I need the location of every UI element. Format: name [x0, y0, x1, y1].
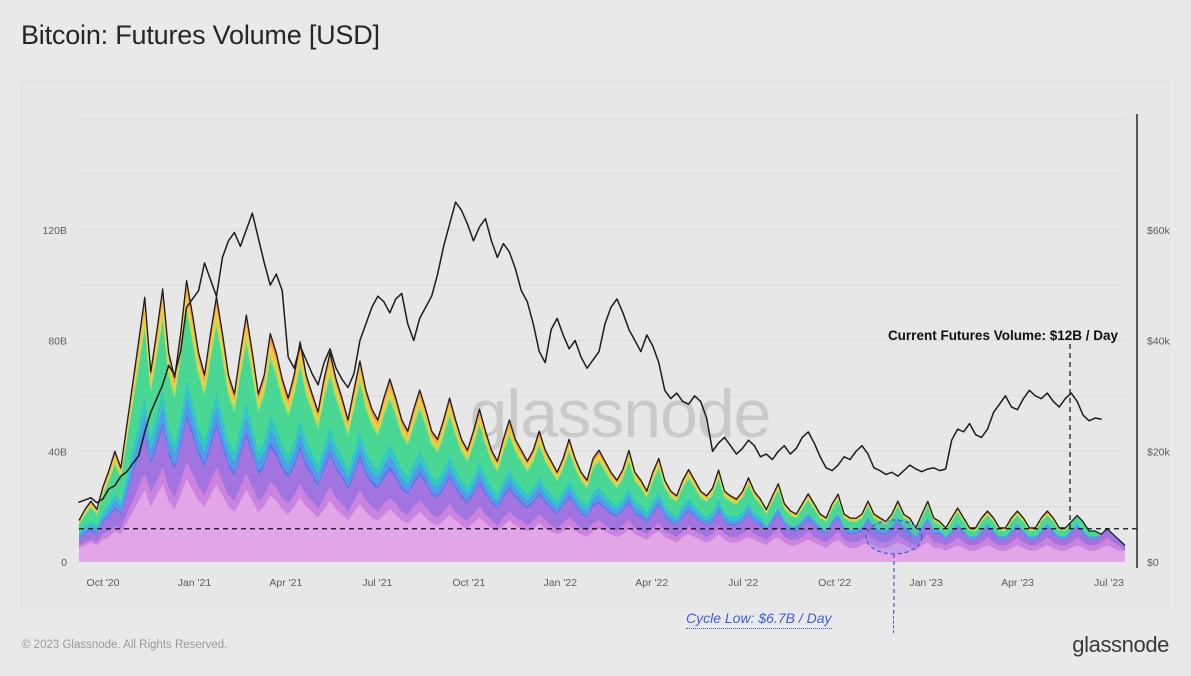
- chart-card: BitfinexKrakenbitFlyerDeribitHuobiFTXBit…: [21, 81, 1171, 612]
- x-axis-tick: Jul '21: [362, 577, 392, 589]
- area-ftx: [79, 378, 1125, 546]
- y-axis-left: 120B 80B 40B 0: [42, 225, 67, 569]
- cycle-low-highlight: [865, 519, 923, 555]
- y-axis-left-tick: 40B: [48, 446, 67, 458]
- x-axis-tick: Jan '23: [909, 577, 943, 589]
- annotation-current-futures-volume: Current Futures Volume: $12B / Day: [888, 328, 1119, 343]
- area-bitmex: [79, 395, 1125, 546]
- chart-plot-area[interactable]: glassnode 120B 80B 40B 0 $60k $40k $20k $0 Oct '2…: [22, 82, 1171, 612]
- area-binance: [79, 478, 1125, 562]
- y-axis-right-tick: $20k: [1147, 446, 1171, 458]
- grid-lines: [79, 118, 1125, 508]
- total-line: [78, 280, 1126, 546]
- page-title: Bitcoin: Futures Volume [USD]: [21, 20, 380, 50]
- area-huobi: [79, 312, 1125, 546]
- x-axis-tick: Jul '23: [1094, 577, 1124, 589]
- y-axis-left-tick: 80B: [48, 336, 67, 348]
- copyright-text: © 2023 Glassnode. All Rights Reserved.: [22, 639, 228, 651]
- y-axis-right-tick: $0: [1147, 557, 1159, 569]
- area-okx: [79, 420, 1125, 551]
- watermark: glassnode: [469, 376, 770, 452]
- cycle-low-leader-extension: [893, 611, 894, 633]
- x-axis-tick: Jul '22: [728, 577, 758, 589]
- x-axis-tick: Oct '20: [87, 577, 120, 589]
- x-axis-tick: Apr '21: [269, 577, 302, 589]
- area-cme: [79, 412, 1125, 546]
- x-axis-tick: Apr '23: [1001, 577, 1034, 589]
- glassnode-logo: glassnode: [1072, 632, 1169, 657]
- y-axis-right-tick: $40k: [1147, 336, 1171, 348]
- x-axis-tick: Jan '21: [178, 577, 212, 589]
- y-axis-right-tick: $60k: [1147, 225, 1171, 237]
- annotation-cycle-low: Cycle Low: $6.7B / Day: [686, 610, 832, 629]
- x-axis-tick: Oct '22: [818, 577, 851, 589]
- area-bybit: [79, 462, 1125, 551]
- price-line: [78, 201, 1102, 504]
- x-axis: Oct '20 Jan '21 Apr '21 Jul '21 Oct '21 Jan '…: [87, 577, 1125, 589]
- x-axis-tick: Oct '21: [452, 577, 485, 589]
- x-axis-tick: Jan '22: [544, 577, 578, 589]
- futures-volume-chart[interactable]: glassnode 120B 80B 40B 0 $60k $40k $20k $0 Oct '2…: [22, 82, 1171, 612]
- y-axis-right: $60k $40k $20k $0: [1147, 225, 1171, 569]
- y-axis-left-tick: 0: [61, 557, 67, 569]
- x-axis-tick: Apr '22: [635, 577, 668, 589]
- y-axis-left-tick: 120B: [42, 225, 67, 237]
